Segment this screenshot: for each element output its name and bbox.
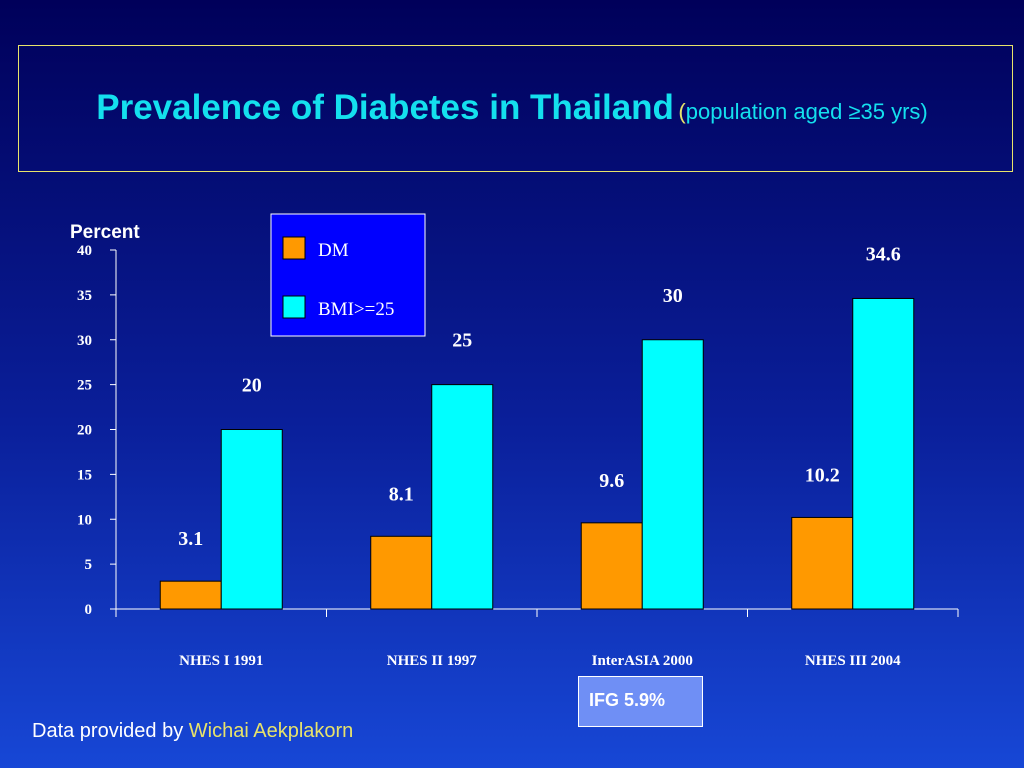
bar-bmi	[431, 384, 494, 610]
title-subtitle: (population aged ≥35 yrs)	[678, 99, 927, 124]
title-sub-text: population aged ≥35 yrs)	[685, 99, 928, 124]
x-category-label: NHES I 1991	[179, 653, 263, 669]
data-label: 3.1	[178, 528, 203, 550]
ifg-annotation: IFG 5.9%	[578, 676, 703, 727]
legend-swatch	[282, 236, 306, 260]
title-open-paren: (	[678, 99, 686, 124]
credit-prefix: Data provided by	[32, 720, 189, 742]
title-main: Prevalence of Diabetes in Thailand	[96, 88, 674, 127]
data-label: 25	[452, 330, 472, 352]
y-tick-label: 10	[77, 512, 92, 528]
bar-bmi	[852, 297, 915, 610]
y-tick-label: 30	[77, 333, 92, 349]
chart-title: Prevalence of Diabetes in Thailand (popu…	[0, 88, 1024, 128]
y-tick-label: 0	[85, 602, 93, 618]
data-label: 9.6	[599, 470, 624, 492]
ifg-text: IFG 5.9%	[589, 690, 666, 710]
data-credit: Data provided by Wichai Aekplakorn	[32, 720, 353, 743]
y-tick-label: 35	[77, 288, 92, 304]
legend-swatch	[282, 295, 306, 319]
y-tick-label: 40	[77, 243, 92, 259]
y-tick-label: 15	[77, 467, 92, 483]
bar-dm	[370, 535, 433, 610]
data-label: 34.6	[866, 243, 901, 265]
x-category-label: NHES III 2004	[805, 653, 901, 669]
y-axis-title: Percent	[70, 222, 140, 243]
data-label: 8.1	[389, 483, 414, 505]
bar-dm	[580, 522, 643, 610]
data-label: 10.2	[805, 464, 840, 486]
x-category-label: InterASIA 2000	[592, 653, 693, 669]
title-box	[18, 45, 1013, 172]
data-label: 20	[242, 375, 262, 397]
y-tick-label: 25	[77, 378, 92, 394]
bar-bmi	[220, 429, 283, 610]
credit-name: Wichai Aekplakorn	[188, 720, 354, 742]
legend-label: DM	[318, 240, 349, 261]
y-tick-label: 5	[85, 557, 93, 573]
data-label: 30	[663, 285, 683, 307]
y-tick-label: 20	[77, 423, 92, 439]
bar-bmi	[641, 339, 704, 610]
legend-label: BMI>=25	[318, 299, 394, 320]
bar-dm	[791, 516, 854, 610]
bar-dm	[159, 580, 222, 610]
x-category-label: NHES II 1997	[387, 653, 478, 669]
